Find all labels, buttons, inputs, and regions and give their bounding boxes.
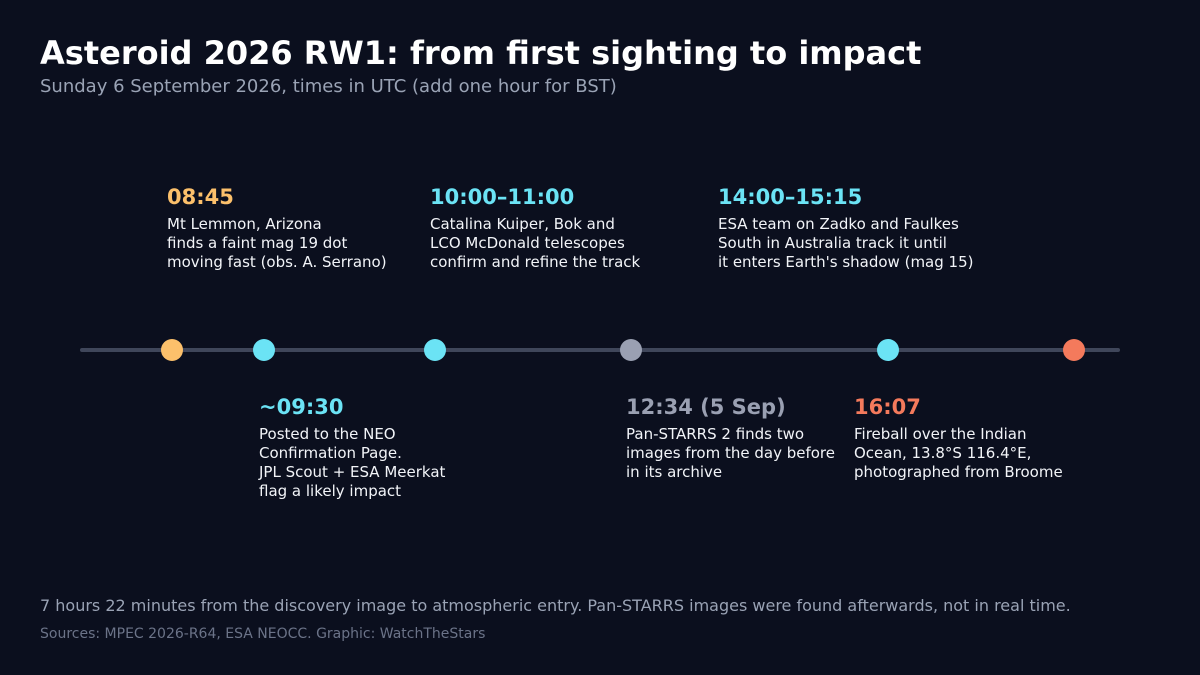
event-desc-line: moving fast (obs. A. Serrano) — [167, 253, 387, 271]
timeline-dot-confirmation — [424, 339, 446, 361]
event-desc-line: South in Australia track it until — [718, 234, 947, 252]
event-desc-line: flag a likely impact — [259, 482, 402, 500]
event-desc-line: Confirmation Page. — [259, 444, 402, 462]
event-time: 16:07 — [854, 395, 921, 419]
timeline-dot-neocp — [253, 339, 275, 361]
timeline-dot-impact — [1063, 339, 1085, 361]
event-desc-line: Catalina Kuiper, Bok and — [430, 215, 615, 233]
event-time: 08:45 — [167, 185, 234, 209]
event-precovery: 12:34 (5 Sep) Pan-STARRS 2 finds two ima… — [626, 394, 835, 482]
event-desc-line: it enters Earth's shadow (mag 15) — [718, 253, 974, 271]
event-time: 10:00–11:00 — [430, 185, 575, 209]
event-desc-line: photographed from Broome — [854, 463, 1063, 481]
event-desc-line: Mt Lemmon, Arizona — [167, 215, 322, 233]
event-desc-line: in its archive — [626, 463, 723, 481]
event-neocp: ~09:30 Posted to the NEO Confirmation Pa… — [259, 394, 445, 501]
event-desc-line: Fireball over the Indian — [854, 425, 1027, 443]
event-impact: 16:07 Fireball over the Indian Ocean, 13… — [854, 394, 1063, 482]
event-desc-line: ESA team on Zadko and Faulkes — [718, 215, 959, 233]
event-desc-line: JPL Scout + ESA Meerkat — [259, 463, 446, 481]
event-desc-line: finds a faint mag 19 dot — [167, 234, 348, 252]
page-title: Asteroid 2026 RW1: from first sighting t… — [40, 34, 922, 72]
event-description: Fireball over the Indian Ocean, 13.8°S 1… — [854, 425, 1063, 482]
event-description: Mt Lemmon, Arizona finds a faint mag 19 … — [167, 215, 387, 272]
event-desc-line: Ocean, 13.8°S 116.4°E, — [854, 444, 1032, 462]
footer-sources: Sources: MPEC 2026-R64, ESA NEOCC. Graph… — [40, 626, 486, 642]
event-desc-line: LCO McDonald telescopes — [430, 234, 625, 252]
timeline-dot-discovery — [161, 339, 183, 361]
event-tracking: 14:00–15:15 ESA team on Zadko and Faulke… — [718, 184, 973, 272]
timeline-dot-tracking — [877, 339, 899, 361]
footer-note: 7 hours 22 minutes from the discovery im… — [40, 596, 1071, 615]
event-desc-line: images from the day before — [626, 444, 835, 462]
timeline-axis — [80, 348, 1120, 352]
event-desc-line: confirm and refine the track — [430, 253, 641, 271]
event-discovery: 08:45 Mt Lemmon, Arizona finds a faint m… — [167, 184, 387, 272]
event-time: 12:34 (5 Sep) — [626, 395, 786, 419]
event-desc-line: Posted to the NEO — [259, 425, 396, 443]
event-time: ~09:30 — [259, 395, 344, 419]
timeline-dot-precovery — [620, 339, 642, 361]
event-description: Pan-STARRS 2 finds two images from the d… — [626, 425, 835, 482]
page-subtitle: Sunday 6 September 2026, times in UTC (a… — [40, 76, 617, 97]
event-confirmation: 10:00–11:00 Catalina Kuiper, Bok and LCO… — [430, 184, 640, 272]
event-description: Posted to the NEO Confirmation Page. JPL… — [259, 425, 445, 501]
event-desc-line: Pan-STARRS 2 finds two — [626, 425, 805, 443]
event-description: ESA team on Zadko and Faulkes South in A… — [718, 215, 973, 272]
event-time: 14:00–15:15 — [718, 185, 863, 209]
event-description: Catalina Kuiper, Bok and LCO McDonald te… — [430, 215, 640, 272]
